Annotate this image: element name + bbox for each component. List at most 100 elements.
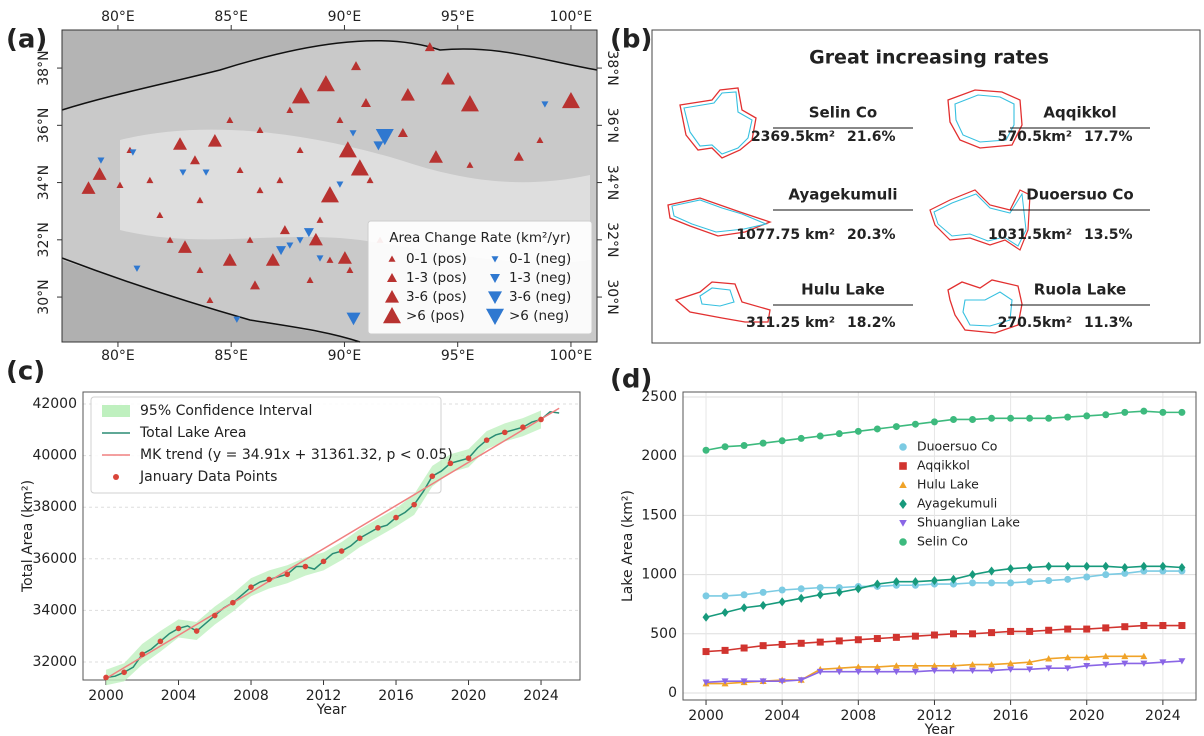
y-tick-label: 38°N: [604, 50, 620, 85]
data-point: [1045, 655, 1053, 662]
data-point: [1178, 658, 1186, 665]
data-point: [1159, 561, 1167, 571]
data-point: [1064, 413, 1072, 421]
y-tick-label: 34000: [32, 602, 77, 618]
lake-marker: [428, 150, 443, 163]
lake-marker: [351, 61, 362, 71]
legend-swatch: [899, 519, 907, 527]
y-tick-label: 32000: [32, 654, 77, 670]
lake-marker: [92, 167, 107, 180]
data-point: [892, 423, 900, 431]
data-point: [892, 662, 900, 669]
x-tick-label: 2004: [161, 688, 197, 704]
legend-label: Ayagekumuli: [917, 496, 997, 511]
series-line: [105, 407, 560, 680]
lake-marker: [256, 186, 264, 194]
x-tick-label: 100°E: [550, 9, 593, 25]
data-point: [759, 600, 767, 610]
legend-swatch: [899, 538, 907, 546]
lake-marker: [173, 137, 188, 150]
data-point: [854, 584, 862, 594]
lake-rate: 17.7%: [1084, 129, 1133, 145]
data-point: [835, 430, 843, 438]
data-point: [988, 566, 996, 576]
data-point: [520, 424, 526, 431]
data-point: [266, 576, 272, 583]
legend-box: [367, 220, 593, 335]
data-point: [1121, 569, 1129, 577]
data-point: [759, 439, 767, 447]
lake-name: Selin Co: [809, 104, 877, 122]
x-tick-label: 95°E: [441, 348, 475, 364]
data-point: [1026, 658, 1034, 666]
legend-swatch: [113, 474, 119, 480]
lake-rate: 13.5%: [1084, 227, 1133, 243]
data-point: [797, 593, 805, 603]
lake-marker: [308, 232, 323, 246]
lake-area: 570.5km²: [998, 129, 1072, 145]
data-point: [797, 585, 805, 593]
data-point: [1045, 577, 1053, 585]
data-point: [1007, 414, 1015, 422]
data-point: [740, 644, 748, 652]
y-tick-label: 2500: [641, 389, 677, 405]
legend-label: Total Lake Area: [139, 425, 246, 441]
y-tick-label: 30°N: [36, 279, 52, 314]
lake-rate: 21.6%: [847, 129, 896, 145]
data-point: [778, 640, 786, 648]
data-point: [873, 668, 881, 676]
data-point: [538, 416, 544, 423]
legend-label: 3-6 (neg): [509, 289, 571, 305]
data-point: [873, 579, 881, 589]
data-point: [1121, 652, 1129, 660]
legend-label: Selin Co: [917, 534, 968, 549]
y-tick-label: 34°N: [36, 165, 52, 200]
data-point: [284, 571, 291, 578]
legend-label: Duoersuo Co: [917, 439, 997, 454]
x-axis-label: Year: [924, 722, 955, 736]
data-point: [949, 580, 957, 588]
data-point: [393, 514, 399, 521]
data-point: [778, 437, 786, 445]
legend-marker: [385, 290, 399, 303]
lake-marker: [303, 228, 314, 238]
legend-marker: [490, 274, 500, 283]
data-point: [1083, 625, 1091, 633]
legend-title: Area Change Rate (km²/yr): [389, 230, 571, 246]
x-tick-label: 2020: [1069, 708, 1105, 724]
panel-label: (d): [610, 365, 652, 395]
legend-swatch: [899, 481, 907, 489]
y-tick-label: 30°N: [604, 279, 620, 314]
data-point: [230, 599, 236, 606]
x-tick-label: 2016: [993, 708, 1029, 724]
data-point: [1159, 659, 1167, 666]
lake-marker: [466, 161, 474, 168]
data-point: [1083, 561, 1091, 571]
x-tick-label: 2020: [451, 688, 487, 704]
x-tick-label: 2008: [233, 688, 269, 704]
lake-marker: [561, 91, 580, 109]
data-point: [969, 661, 977, 668]
data-point: [835, 584, 843, 592]
y-axis-label: Total Area (km²): [20, 480, 36, 593]
y-tick-label: 0: [668, 685, 677, 701]
x-tick-label: 2000: [688, 708, 724, 724]
lake-marker: [306, 276, 314, 283]
lake-marker: [196, 196, 204, 204]
lake-name: Ruola Lake: [1034, 281, 1126, 299]
lake-marker: [189, 155, 200, 165]
data-point: [103, 674, 109, 681]
lake-marker: [346, 312, 361, 326]
data-point: [759, 678, 767, 685]
data-point: [797, 677, 805, 684]
lake-marker: [156, 211, 164, 218]
lake-name: Hulu Lake: [801, 281, 885, 299]
x-tick-label: 80°E: [101, 348, 135, 364]
x-tick-label: 90°E: [328, 348, 362, 364]
lake-marker: [360, 97, 371, 107]
legend-label: January Data Points: [139, 469, 277, 485]
data-point: [1064, 561, 1072, 571]
lake-marker: [296, 146, 304, 154]
data-point: [1007, 627, 1015, 635]
